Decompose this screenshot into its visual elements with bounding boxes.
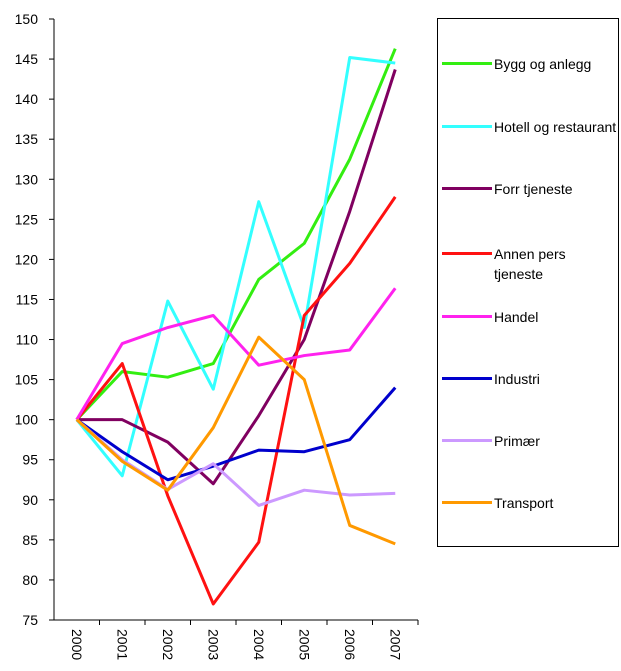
legend-item: Forr tjeneste: [442, 179, 618, 199]
legend-item: Hotell og restaurant: [442, 117, 618, 137]
y-tick-label: 90: [22, 492, 38, 508]
y-tick-label: 75: [22, 612, 38, 628]
y-tick-label: 130: [15, 171, 39, 187]
legend-label: Industri: [494, 371, 540, 387]
legend-item: Handel: [442, 307, 618, 327]
y-tick-label: 120: [15, 251, 39, 267]
y-tick-label: 115: [16, 291, 39, 307]
series-line: [75, 55, 396, 478]
y-tick-label: 140: [15, 91, 39, 107]
series-line: [75, 48, 397, 421]
legend-item: Annen pers tjeneste: [442, 244, 618, 284]
legend-swatch: [442, 187, 492, 190]
legend-label: Bygg og anlegg: [494, 56, 592, 72]
legend-item: Transport: [442, 493, 618, 513]
x-tick-label: 2001: [114, 629, 130, 660]
legend-swatch: [442, 501, 492, 504]
x-tick-label: 2005: [296, 629, 312, 660]
legend-label: Forr tjeneste: [494, 181, 573, 197]
legend-swatch: [442, 62, 492, 65]
legend-label: Annen pers tjeneste: [494, 246, 566, 282]
y-tick-label: 135: [15, 131, 39, 147]
legend-label: Handel: [494, 309, 539, 325]
series-line: [76, 69, 397, 486]
x-tick-label: 2000: [69, 629, 85, 660]
x-tick-label: 2007: [387, 629, 403, 660]
y-tick-label: 85: [22, 532, 38, 548]
series-line: [75, 335, 396, 546]
series-line: [75, 196, 397, 606]
legend-label: Hotell og restaurant: [494, 119, 617, 135]
legend: Bygg og anlegg Hotell og restaurant Forr t…: [437, 18, 619, 547]
y-tick-label: 105: [15, 372, 39, 388]
y-tick-label: 125: [15, 211, 39, 227]
legend-swatch: [442, 252, 492, 255]
legend-label: Transport: [494, 495, 554, 511]
series-line: [75, 386, 397, 482]
x-tick-label: 2002: [160, 629, 176, 660]
legend-item: Primær: [442, 431, 618, 451]
legend-swatch: [442, 439, 492, 442]
legend-swatch: [442, 125, 492, 128]
legend-swatch: [442, 315, 492, 318]
legend-item: Industri: [442, 369, 618, 389]
series-line: [75, 287, 397, 421]
y-tick-label: 100: [15, 412, 39, 428]
y-tick-label: 145: [15, 51, 39, 67]
legend-item: Bygg og anlegg: [442, 54, 618, 74]
legend-label: Primær: [494, 433, 540, 449]
legend-swatch: [442, 377, 492, 380]
y-tick-label: 150: [15, 11, 39, 27]
y-tick-label: 110: [16, 332, 39, 348]
y-tick-label: 80: [22, 572, 38, 588]
x-tick-label: 2003: [205, 629, 221, 660]
y-tick-label: 95: [22, 452, 38, 468]
x-tick-label: 2004: [251, 629, 267, 660]
x-tick-label: 2006: [342, 629, 358, 660]
